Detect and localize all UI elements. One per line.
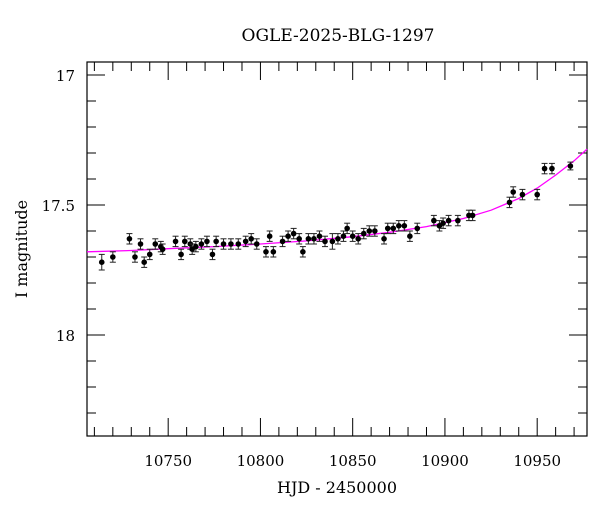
data-point <box>266 230 273 242</box>
data-point <box>344 222 351 235</box>
data-point <box>141 256 148 268</box>
y-tick-label: 17 <box>56 67 75 85</box>
chart-title: OGLE-2025-BLG-1297 <box>242 26 435 46</box>
data-point <box>454 214 461 227</box>
data-point <box>360 227 367 240</box>
data-point <box>371 225 378 237</box>
data-point <box>430 214 437 227</box>
y-tick-label: 17.5 <box>42 197 75 215</box>
x-tick-label: 10900 <box>421 452 469 470</box>
plot-axes: 10750 10800 10850 10900 10950 17 17.5 18 <box>42 61 588 470</box>
data-point <box>253 238 260 250</box>
data-point <box>198 238 205 250</box>
data-point <box>440 217 447 229</box>
data-point <box>262 246 269 258</box>
data-point <box>519 188 526 201</box>
data-point <box>137 238 144 250</box>
data-point <box>242 235 249 248</box>
data-points <box>98 161 574 271</box>
data-point <box>248 233 255 245</box>
data-point <box>178 248 185 261</box>
data-point <box>152 238 159 250</box>
x-tick-label: 10750 <box>144 452 192 470</box>
y-tick-label: 18 <box>56 327 75 345</box>
x-tick-label: 10850 <box>329 452 377 470</box>
data-point <box>414 222 421 235</box>
data-point <box>322 235 329 248</box>
data-point <box>340 230 347 242</box>
data-point <box>209 248 216 261</box>
data-point <box>406 230 413 242</box>
data-point <box>316 230 323 242</box>
data-point <box>109 251 116 263</box>
data-point <box>203 235 210 248</box>
data-point <box>329 233 336 250</box>
data-point <box>401 220 408 232</box>
data-point <box>355 233 362 245</box>
data-point <box>541 162 548 175</box>
data-point <box>506 196 513 209</box>
data-point <box>296 233 303 245</box>
data-point <box>172 235 179 248</box>
data-point <box>384 222 391 235</box>
data-point <box>131 251 138 263</box>
data-point <box>395 220 402 232</box>
data-point <box>220 238 227 250</box>
data-point <box>310 233 317 245</box>
data-point <box>548 162 555 175</box>
data-point <box>227 238 234 250</box>
data-point <box>534 188 541 201</box>
data-point <box>567 161 574 171</box>
data-point <box>290 227 297 240</box>
data-point <box>299 246 306 258</box>
data-point <box>381 233 388 245</box>
data-point <box>146 248 153 261</box>
data-point <box>445 214 452 227</box>
data-point <box>349 230 356 242</box>
data-point <box>334 233 341 245</box>
data-point <box>126 233 133 245</box>
data-point <box>213 235 220 248</box>
data-point <box>510 186 517 198</box>
x-tick-label: 10950 <box>513 452 561 470</box>
data-point <box>235 238 242 250</box>
data-point <box>305 233 312 245</box>
data-point <box>469 209 476 222</box>
data-point <box>98 253 105 271</box>
data-point <box>159 243 166 255</box>
x-tick-label: 10800 <box>237 452 285 470</box>
y-axis-label: I magnitude <box>12 200 31 298</box>
data-point <box>270 246 277 258</box>
data-point <box>285 230 292 242</box>
data-point <box>366 225 373 237</box>
data-point <box>189 243 196 255</box>
data-point <box>390 222 397 235</box>
data-point <box>279 235 286 248</box>
data-point <box>436 220 443 232</box>
data-point <box>192 240 199 253</box>
data-point <box>181 235 188 248</box>
x-axis-label: HJD - 2450000 <box>277 478 397 497</box>
